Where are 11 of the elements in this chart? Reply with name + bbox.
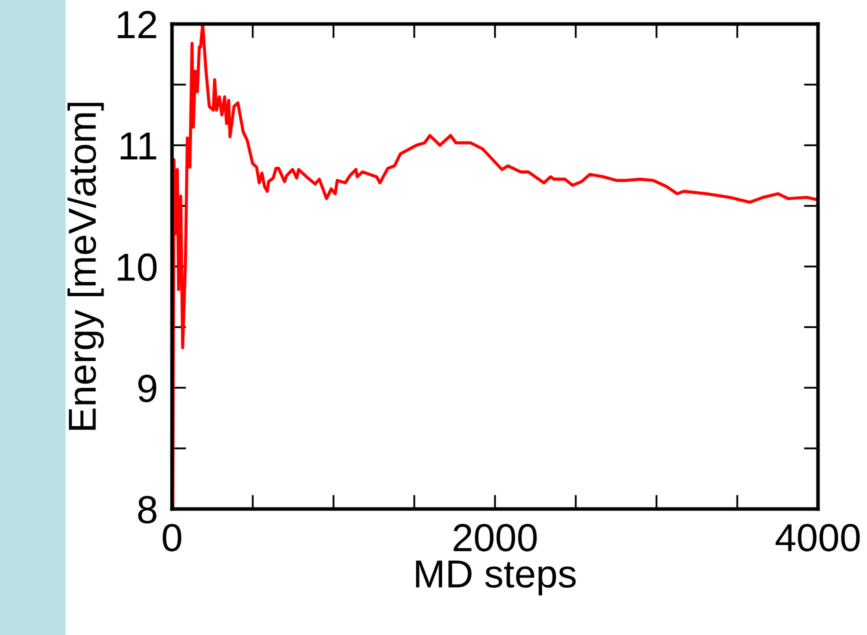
y-tick-label: 11 <box>120 132 156 160</box>
y-axis-title: Energy [meV/atom] <box>67 102 104 430</box>
x-tick-label: 2000 <box>454 524 537 552</box>
line-series <box>172 24 818 509</box>
y-tick-label: 12 <box>118 10 156 38</box>
y-tick-label: 9 <box>138 374 156 402</box>
x-tick-label: 0 <box>162 524 182 552</box>
x-axis-title: MD steps <box>416 560 576 596</box>
x-tick-label: 4000 <box>776 524 860 552</box>
y-tick-label: 10 <box>118 253 157 281</box>
y-tick-label: 8 <box>138 496 156 524</box>
